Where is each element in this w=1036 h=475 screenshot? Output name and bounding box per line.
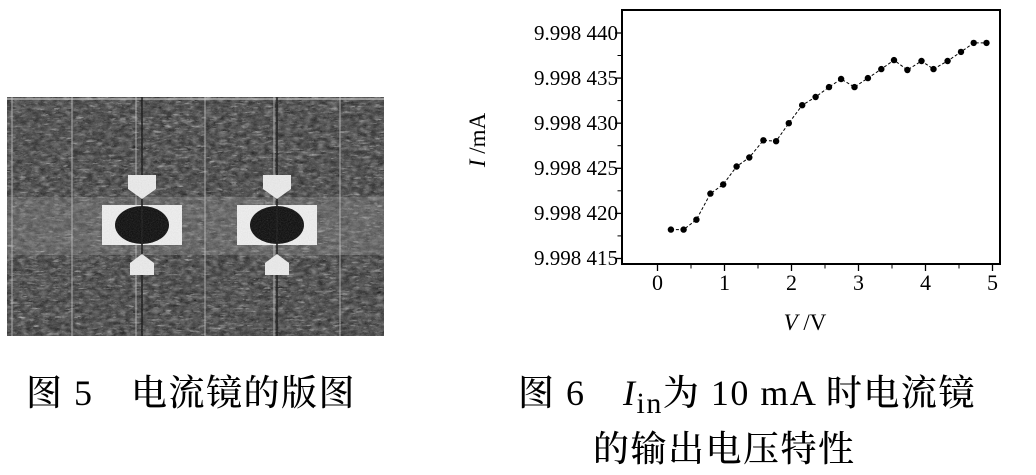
svg-text:V /V: V /V — [784, 310, 827, 335]
svg-text:9.998 440: 9.998 440 — [534, 21, 618, 45]
svg-text:3: 3 — [853, 270, 864, 295]
svg-text:9.998 425: 9.998 425 — [534, 156, 618, 180]
svg-text:9.998 430: 9.998 430 — [534, 111, 618, 135]
svg-text:4: 4 — [920, 270, 931, 295]
svg-text:0: 0 — [652, 270, 663, 295]
svg-text:9.998 435: 9.998 435 — [534, 66, 618, 90]
svg-text:9.998 420: 9.998 420 — [534, 201, 618, 225]
svg-text:9.998 415: 9.998 415 — [534, 246, 618, 270]
svg-text:I /mA: I /mA — [465, 112, 490, 168]
svg-text:5: 5 — [987, 270, 998, 295]
svg-text:2: 2 — [786, 270, 797, 295]
svg-text:1: 1 — [719, 270, 730, 295]
